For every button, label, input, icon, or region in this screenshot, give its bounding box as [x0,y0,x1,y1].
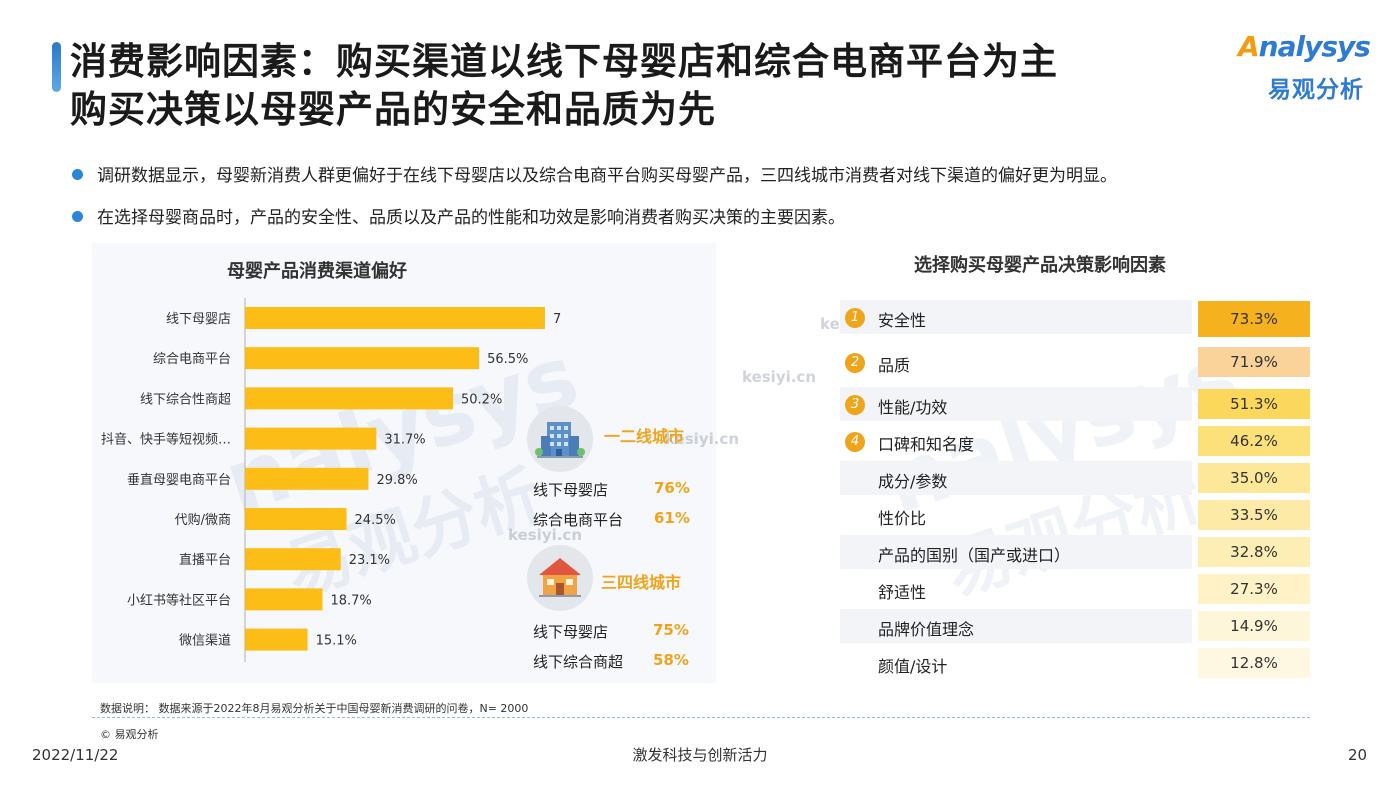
factor-label: 安全性 [878,311,927,330]
bar-value-label: 72.4% [553,312,562,327]
rank-badge-icon: 2 [845,353,865,373]
city-tier1-row1-value: 76% [654,479,690,497]
bar-category-label: 代购/微商 [175,512,231,528]
bar [245,508,347,530]
factor-value-cell: 51.3% [1198,389,1310,419]
bar [245,427,377,450]
bar-category-label: 微信渠道 [179,634,231,649]
factor-label: 口碑和知名度 [878,435,975,454]
factor-row: 4 口碑和知名度 [840,424,1192,458]
bullet-1: 调研数据显示，母婴新消费人群更偏好于在线下母婴店以及综合电商平台购买母婴产品，三… [72,161,1117,186]
bar-category-label: 垂直母婴电商平台 [127,473,231,488]
factor-label: 品质 [878,356,911,375]
factor-row: 品牌价值理念 [840,609,1192,643]
data-source-note: 数据说明： 数据来源于2022年8月易观分析关于中国母婴新消费调研的问卷，N= … [100,702,529,715]
city-tier3-row1-value: 75% [653,621,689,639]
bullet-2-text: 在选择母婴商品时，产品的安全性、品质以及产品的性能和功效是影响消费者购买决策的主… [97,208,845,228]
factor-label: 品牌价值理念 [878,620,975,639]
factor-label: 颜值/设计 [878,657,948,676]
city-tier3-row1-label: 线下母婴店 [533,623,609,641]
city-tier1-row2-value: 61% [654,509,690,527]
channel-bar-chart: 线下母婴店 72.4% 综合电商平台 56.5% 线下综合性商超 50.2% 抖音、快手等短… [101,298,562,662]
bullet-dot-icon [72,211,83,222]
footer-slogan: 激发科技与创新活力 [632,746,768,764]
bar [245,307,545,329]
page-title: 消费影响因素：购买渠道以线下母婴店和综合电商平台为主 购买决策以母婴产品的安全和… [70,38,1058,134]
city-tier3-row2-label: 线下综合商超 [533,653,624,671]
bar [245,548,341,571]
page-number: 20 [1348,746,1368,764]
bar-value-label: 31.7% [384,433,425,448]
bar [245,347,480,370]
factor-value-cell: 71.9% [1198,347,1310,377]
bar-category-label: 线下综合性商超 [140,392,231,407]
bullet-1-text: 调研数据显示，母婴新消费人群更偏好于在线下母婴店以及综合电商平台购买母婴产品，三… [97,166,1117,186]
bar-value-label: 15.1% [316,634,357,649]
factor-value-cell: 73.3% [1198,301,1310,337]
page-title-line2: 购买决策以母婴产品的安全和品质为先 [70,88,716,131]
factor-row: 产品的国别（国产或进口） [840,535,1192,569]
factor-table-title: 选择购买母婴产品决策影响因素 [914,255,1166,276]
logo-english: Analysys [1238,30,1371,63]
logo-chinese: 易观分析 [1268,77,1364,103]
factor-value-cell: 32.8% [1198,537,1310,567]
bar-category-label: 抖音、快手等短视频… [101,432,231,448]
factor-row: 2 品质 [840,345,1192,379]
factor-label: 性价比 [878,509,927,528]
bar [245,628,308,651]
bar-value-label: 50.2% [461,392,502,407]
house-icon [527,545,593,611]
factor-value-cell: 46.2% [1198,426,1310,456]
copyright: © 易观分析 [100,728,159,741]
factor-value-cell: 12.8% [1198,648,1310,678]
footer-date: 2022/11/22 [32,746,119,764]
bar-value-label: 29.8% [376,473,417,488]
bar-value-label: 23.1% [349,553,390,568]
factor-row: 颜值/设计 [840,646,1192,680]
bar [245,467,369,490]
bar-category-label: 直播平台 [179,553,231,568]
bullet-2: 在选择母婴商品时，产品的安全性、品质以及产品的性能和功效是影响消费者购买决策的主… [72,203,845,228]
office-building-icon [527,406,593,472]
bar-category-label: 小红书等社区平台 [127,592,231,608]
city-tier1-row2-label: 综合电商平台 [533,511,624,529]
factor-row: 1 安全性 [840,300,1192,334]
factor-label: 成分/参数 [878,472,948,491]
city-tier1-row1-label: 线下母婴店 [533,481,609,499]
factor-row: 成分/参数 [840,461,1192,495]
rank-badge-icon: 1 [845,308,865,328]
bar-value-label: 56.5% [487,352,528,367]
watermark: kesiyi.cn [742,368,817,386]
factor-value-cell: 14.9% [1198,611,1310,641]
city-tier3-name: 三四线城市 [601,573,682,592]
bar [245,588,323,611]
factor-label: 舒适性 [878,583,927,602]
bar [245,387,454,410]
bar-value-label: 18.7% [330,593,371,608]
bar-value-label: 24.5% [355,513,396,528]
factor-value-cell: 35.0% [1198,463,1310,493]
factor-value-cell: 27.3% [1198,574,1310,604]
bar-category-label: 综合电商平台 [153,352,231,367]
logo-english-text: nalysys [1258,30,1371,63]
page-title-line1: 消费影响因素：购买渠道以线下母婴店和综合电商平台为主 [70,40,1058,83]
logo-initial: A [1238,30,1260,63]
factor-row: 舒适性 [840,572,1192,606]
analysys-logo: Analysys 易观分析 [1238,30,1378,103]
city-tier3-row2-value: 58% [653,651,689,669]
factor-row: 性价比 [840,498,1192,532]
footer-divider [92,717,1310,718]
rank-badge-icon: 3 [845,395,865,415]
rank-badge-icon: 4 [845,432,865,452]
title-accent-bar [52,42,61,92]
factor-label: 产品的国别（国产或进口） [878,546,1071,565]
bullet-dot-icon [72,169,83,180]
factor-row: 3 性能/功效 [840,387,1192,421]
city-tier1-name: 一二线城市 [604,427,685,446]
factor-label: 性能/功效 [878,398,948,417]
factor-value-cell: 33.5% [1198,500,1310,530]
channel-chart-title: 母婴产品消费渠道偏好 [227,261,407,282]
bar-category-label: 线下母婴店 [166,312,231,327]
